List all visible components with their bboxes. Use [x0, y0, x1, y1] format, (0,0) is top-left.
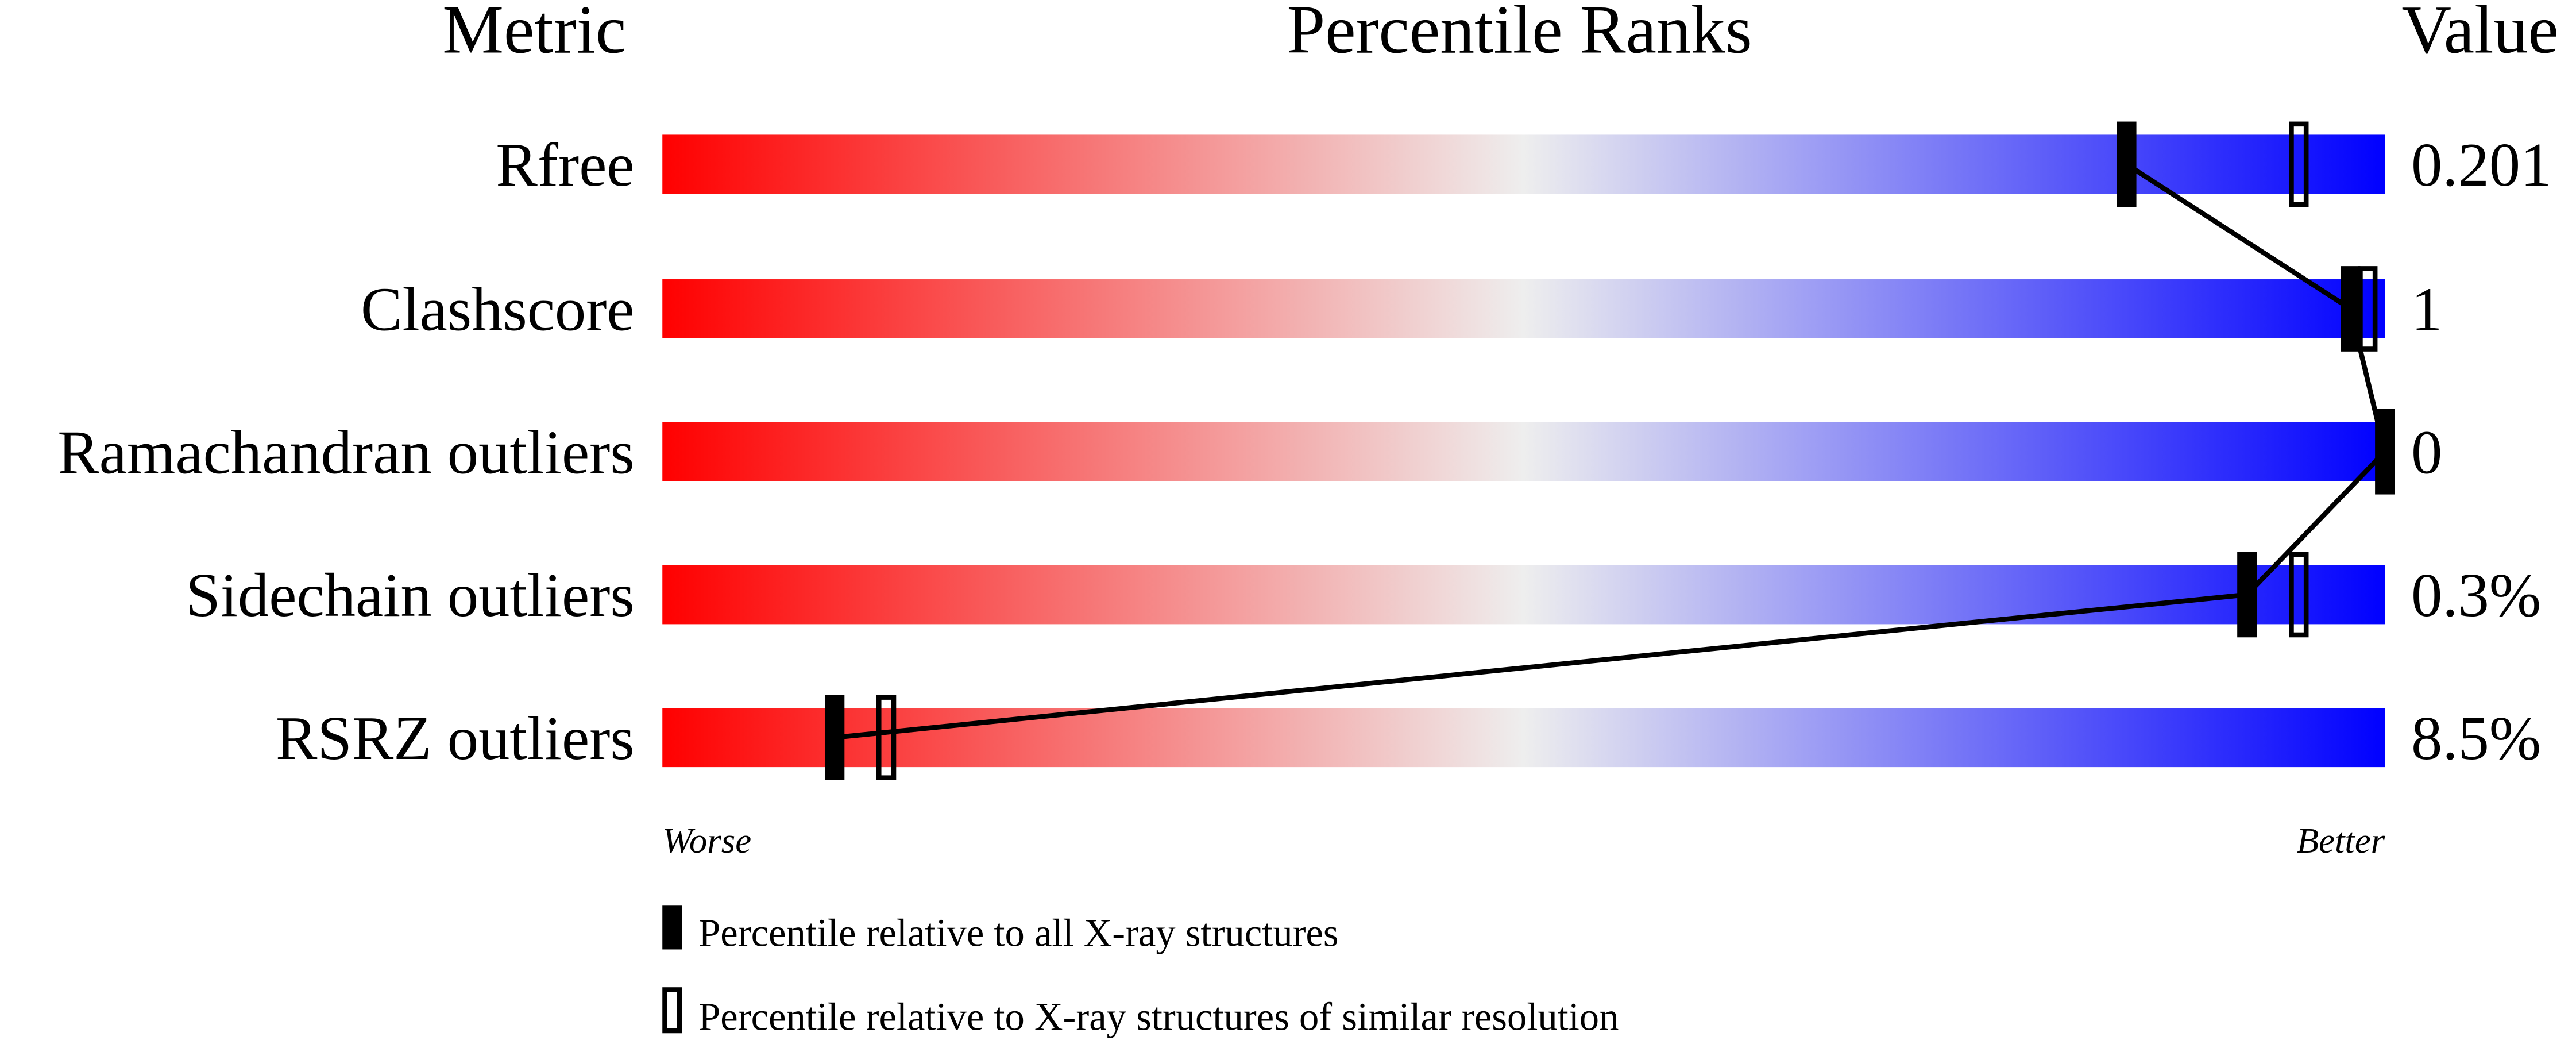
- metric-label: RSRZ outliers: [276, 704, 635, 773]
- metric-value: 1: [2411, 275, 2442, 344]
- all-structures-marker: [2117, 121, 2137, 207]
- worse-label: Worse: [662, 820, 751, 861]
- similar-resolution-marker: [2289, 121, 2309, 207]
- all-structures-marker: [2375, 409, 2395, 495]
- percentile-bar: [662, 134, 2385, 194]
- all-structures-marker: [2237, 552, 2257, 638]
- metric-label: Sidechain outliers: [186, 561, 634, 630]
- metric-value: 0.3%: [2411, 561, 2541, 630]
- header-metric: Metric: [442, 0, 626, 67]
- similar-resolution-marker: [876, 695, 897, 780]
- metric-value: 8.5%: [2411, 704, 2541, 773]
- all-structures-marker: [824, 695, 845, 780]
- header-percentile-ranks: Percentile Ranks: [1287, 0, 1752, 67]
- percentile-bar: [662, 279, 2385, 338]
- metric-label: Clashscore: [361, 275, 635, 344]
- header-value: Value: [2401, 0, 2558, 67]
- metric-label: Rfree: [496, 130, 634, 199]
- metric-value: 0.201: [2411, 130, 2551, 199]
- percentile-bar: [662, 565, 2385, 625]
- legend-filled-label: Percentile relative to all X-ray structu…: [698, 911, 1338, 955]
- all-structures-marker: [2341, 266, 2361, 352]
- metric-label: Ramachandran outliers: [57, 418, 634, 487]
- metric-value: 0: [2411, 418, 2442, 487]
- percentile-bar: [662, 708, 2385, 768]
- legend-open-label: Percentile relative to X-ray structures …: [698, 995, 1619, 1039]
- similar-resolution-marker: [2289, 552, 2309, 638]
- legend-open-marker: [662, 987, 682, 1034]
- better-label: Better: [2297, 820, 2385, 861]
- percentile-bar: [662, 422, 2385, 481]
- legend-filled-marker: [662, 905, 682, 950]
